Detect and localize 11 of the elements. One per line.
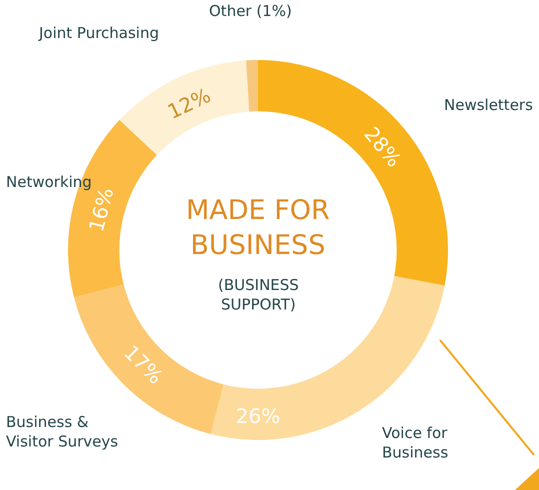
donut-slice [119,60,250,156]
slice-label: Newsletters [444,96,534,114]
slice-label: Joint Purchasing [38,24,160,42]
donut-slice [246,60,258,112]
slice-label: Other (1%) [209,2,292,20]
text: (BUSINESS SUPPORT) [218,276,299,314]
data-label: 12% [164,83,214,124]
slice-label: Business & Visitor Surveys [6,413,118,450]
slice-label: Voice for Business [382,424,448,462]
data-label: 26% [236,404,280,428]
text: MADE FOR BUSINESS [186,195,330,262]
